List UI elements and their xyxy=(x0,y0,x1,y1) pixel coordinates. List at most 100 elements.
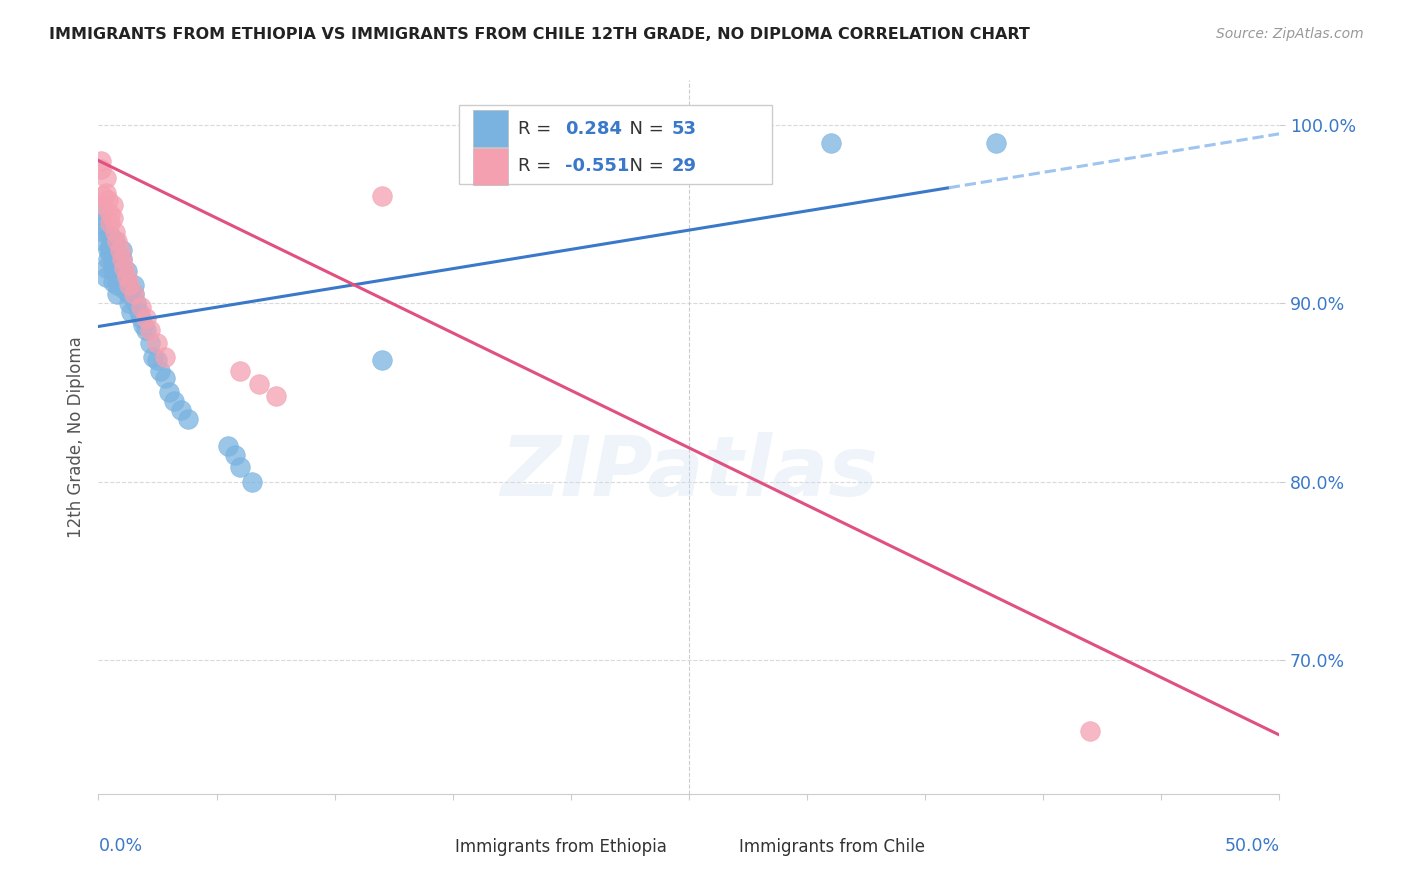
Point xyxy=(177,412,200,426)
Point xyxy=(90,207,112,221)
Text: IMMIGRANTS FROM ETHIOPIA VS IMMIGRANTS FROM CHILE 12TH GRADE, NO DIPLOMA CORRELA: IMMIGRANTS FROM ETHIOPIA VS IMMIGRANTS F… xyxy=(49,27,1031,42)
Point xyxy=(371,189,394,203)
Text: 29: 29 xyxy=(671,158,696,176)
Point xyxy=(105,234,128,248)
Point xyxy=(98,246,121,260)
Text: 0.284: 0.284 xyxy=(565,120,621,137)
Point xyxy=(121,305,143,319)
Point xyxy=(101,264,124,278)
Point xyxy=(101,275,124,289)
Point xyxy=(153,350,176,364)
Point xyxy=(118,296,141,310)
Point xyxy=(108,260,131,275)
Point xyxy=(115,278,138,293)
Point xyxy=(122,287,145,301)
Point xyxy=(125,296,148,310)
Point xyxy=(111,252,134,266)
Point xyxy=(139,323,162,337)
FancyBboxPatch shape xyxy=(458,105,772,184)
Point xyxy=(142,350,165,364)
Point xyxy=(132,318,155,332)
Point xyxy=(146,335,169,350)
Point xyxy=(111,252,134,266)
Point xyxy=(153,371,176,385)
Point xyxy=(97,243,120,257)
Point xyxy=(149,364,172,378)
Point xyxy=(115,264,138,278)
FancyBboxPatch shape xyxy=(418,833,443,862)
Point xyxy=(101,198,124,212)
Point xyxy=(163,394,186,409)
Point xyxy=(97,252,120,266)
Point xyxy=(98,228,121,243)
Point xyxy=(122,287,145,301)
Point xyxy=(229,364,252,378)
Point xyxy=(139,335,162,350)
Text: ZIPatlas: ZIPatlas xyxy=(501,433,877,513)
FancyBboxPatch shape xyxy=(700,833,727,862)
Point xyxy=(91,189,114,203)
Point xyxy=(94,171,117,186)
Point xyxy=(129,300,152,314)
Point xyxy=(90,216,112,230)
Point xyxy=(128,305,150,319)
Point xyxy=(94,186,117,200)
Point xyxy=(104,225,127,239)
Point xyxy=(240,475,263,489)
Point xyxy=(264,389,287,403)
Point xyxy=(146,353,169,368)
Point xyxy=(170,403,193,417)
Point xyxy=(98,239,121,253)
Point xyxy=(112,275,135,289)
Point xyxy=(97,193,120,207)
Point xyxy=(91,234,114,248)
Text: 50.0%: 50.0% xyxy=(1225,837,1279,855)
Point xyxy=(135,310,157,325)
Point xyxy=(112,260,135,275)
Text: N =: N = xyxy=(619,158,669,176)
Point xyxy=(1080,724,1102,739)
Point xyxy=(247,376,270,391)
Point xyxy=(90,153,112,168)
Point xyxy=(101,211,124,225)
FancyBboxPatch shape xyxy=(472,148,508,185)
Point xyxy=(105,278,128,293)
Point xyxy=(115,269,138,284)
Point xyxy=(224,448,246,462)
Text: R =: R = xyxy=(517,120,557,137)
Point xyxy=(118,278,141,293)
Point xyxy=(104,234,127,248)
Point xyxy=(105,287,128,301)
Point xyxy=(98,207,121,221)
Point xyxy=(101,257,124,271)
Point xyxy=(118,287,141,301)
Text: Immigrants from Ethiopia: Immigrants from Ethiopia xyxy=(456,838,666,856)
Point xyxy=(98,216,121,230)
Text: 0.0%: 0.0% xyxy=(98,837,142,855)
Point xyxy=(157,385,180,400)
Point xyxy=(371,353,394,368)
Point xyxy=(91,225,114,239)
Point xyxy=(229,460,252,475)
Point xyxy=(129,310,152,325)
Point xyxy=(820,136,842,150)
Point xyxy=(108,269,131,284)
Point xyxy=(94,260,117,275)
Point xyxy=(122,278,145,293)
Point xyxy=(217,439,239,453)
Text: R =: R = xyxy=(517,158,557,176)
Text: Immigrants from Chile: Immigrants from Chile xyxy=(738,838,925,856)
Y-axis label: 12th Grade, No Diploma: 12th Grade, No Diploma xyxy=(66,336,84,538)
Text: 53: 53 xyxy=(671,120,696,137)
Point xyxy=(94,269,117,284)
Text: N =: N = xyxy=(619,120,669,137)
FancyBboxPatch shape xyxy=(472,111,508,147)
Text: Source: ZipAtlas.com: Source: ZipAtlas.com xyxy=(1216,27,1364,41)
Point xyxy=(90,162,112,177)
Point xyxy=(111,243,134,257)
Point xyxy=(984,136,1007,150)
Point xyxy=(135,323,157,337)
Text: -0.551: -0.551 xyxy=(565,158,630,176)
Point xyxy=(108,243,131,257)
Point xyxy=(91,198,114,212)
